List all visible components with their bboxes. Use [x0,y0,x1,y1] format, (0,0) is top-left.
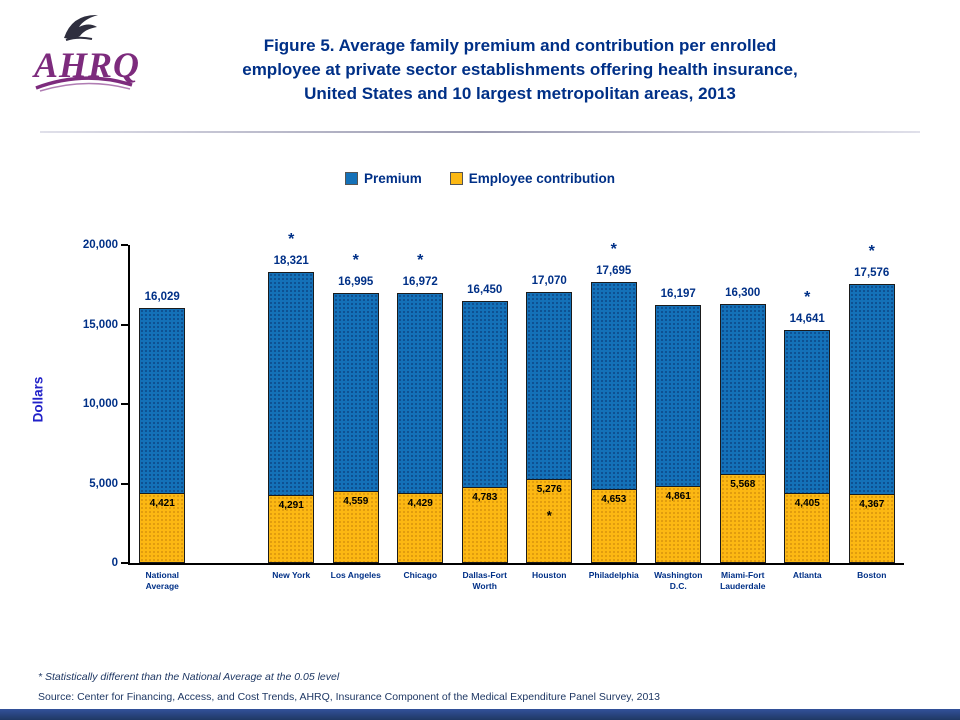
contribution-bar [397,492,444,563]
contribution-bar [655,485,702,563]
significance-asterisk: * [804,289,811,307]
contribution-bar [848,493,895,563]
significance-asterisk: * [610,240,617,258]
contribution-value-label: 4,861 [665,490,691,502]
premium-value-label: 16,995 [338,275,374,288]
x-axis-category-label: Boston [857,570,887,580]
contribution-value-label: 4,421 [149,497,175,509]
contribution-value-label: 4,559 [343,495,369,507]
premium-value-label: 16,029 [144,291,180,304]
contribution-significance-asterisk: * [546,508,552,524]
contribution-bar [332,490,379,563]
significance-asterisk: * [352,251,359,269]
x-axis-category-label: Philadelphia [588,570,639,580]
premium-value-label: 14,641 [789,313,825,326]
legend-label-contribution: Employee contribution [468,171,616,186]
premium-value-label: 16,300 [725,286,761,299]
y-tick-mark [121,562,128,564]
premium-value-label: 17,695 [596,264,632,277]
contribution-bar [461,486,508,563]
x-axis-category-label: Miami-Fort Lauderdale [720,570,766,592]
chart-legend: Premium Employee contribution [0,171,960,186]
y-tick-mark [121,244,128,246]
legend-item-contribution: Employee contribution [449,171,616,186]
contribution-value-label: 4,429 [407,497,433,509]
contribution-value-label: 5,568 [730,479,756,491]
premium-swatch-icon [344,172,358,185]
contribution-bar [526,479,573,563]
x-axis-category-label: Atlanta [792,570,822,580]
y-tick-label: 20,000 [82,239,118,251]
source-line: Source: Center for Financing, Access, an… [38,691,660,703]
significance-asterisk: * [288,230,295,248]
x-axis-category-label: Los Angeles [330,570,381,580]
y-tick-mark [121,403,128,405]
figure-title-line3: United States and 10 largest metropolita… [304,84,736,103]
contribution-bar [590,489,637,563]
contribution-value-label: 4,291 [278,499,304,511]
bottom-accent-strip [0,709,960,720]
contribution-swatch-icon [449,172,463,185]
premium-value-label: 17,576 [854,266,890,279]
x-axis-category-label: Dallas-Fort Worth [462,570,507,592]
figure-title-line2: employee at private sector establishment… [242,60,798,79]
figure-title: Figure 5. Average family premium and con… [150,34,890,106]
premium-value-label: 16,972 [402,276,438,289]
plot-area: 0 5,000 10,000 15,000 20,000 16,029 4,421 Natio… [83,231,904,591]
contribution-value-label: 5,276 [536,484,562,496]
contribution-bar [784,492,831,563]
y-tick-label: 15,000 [82,318,118,331]
premium-value-label: 16,450 [467,284,503,297]
figure-title-line1: Figure 5. Average family premium and con… [263,36,777,55]
contribution-bar [719,474,766,563]
significance-asterisk: * [868,242,875,260]
x-axis-category-label: New York [272,570,311,580]
premium-value-label: 18,321 [273,254,309,267]
x-axis-category-label: Houston [532,570,567,580]
header-divider [40,131,920,133]
premium-value-label: 16,197 [660,288,696,301]
x-axis-category-label: National Average [145,570,180,592]
ahrq-logo: AHRQ [34,6,164,128]
contribution-bar [139,492,186,563]
ahrq-swoosh-icon [35,76,133,92]
contribution-bar [268,494,315,563]
hhs-eagle-icon [64,14,98,41]
y-tick-mark [121,482,128,485]
x-axis-category-label: Washington D.C. [654,570,703,592]
legend-item-premium: Premium [344,171,422,186]
contribution-value-label: 4,405 [794,497,820,509]
y-tick-mark [121,323,128,326]
premium-value-label: 17,070 [531,274,567,287]
contribution-value-label: 4,367 [859,498,885,510]
significance-asterisk: * [417,252,424,270]
contribution-value-label: 4,783 [472,491,498,503]
contribution-value-label: 4,653 [601,494,627,506]
legend-label-premium: Premium [363,171,422,186]
y-tick-label: 5,000 [89,477,118,490]
y-tick-label: 10,000 [82,398,118,410]
x-axis-category-label: Chicago [403,570,438,580]
y-tick-label: 0 [111,557,118,569]
y-axis-title: Dollars [30,376,46,423]
significance-footnote: * Statistically different than the Natio… [38,671,340,683]
